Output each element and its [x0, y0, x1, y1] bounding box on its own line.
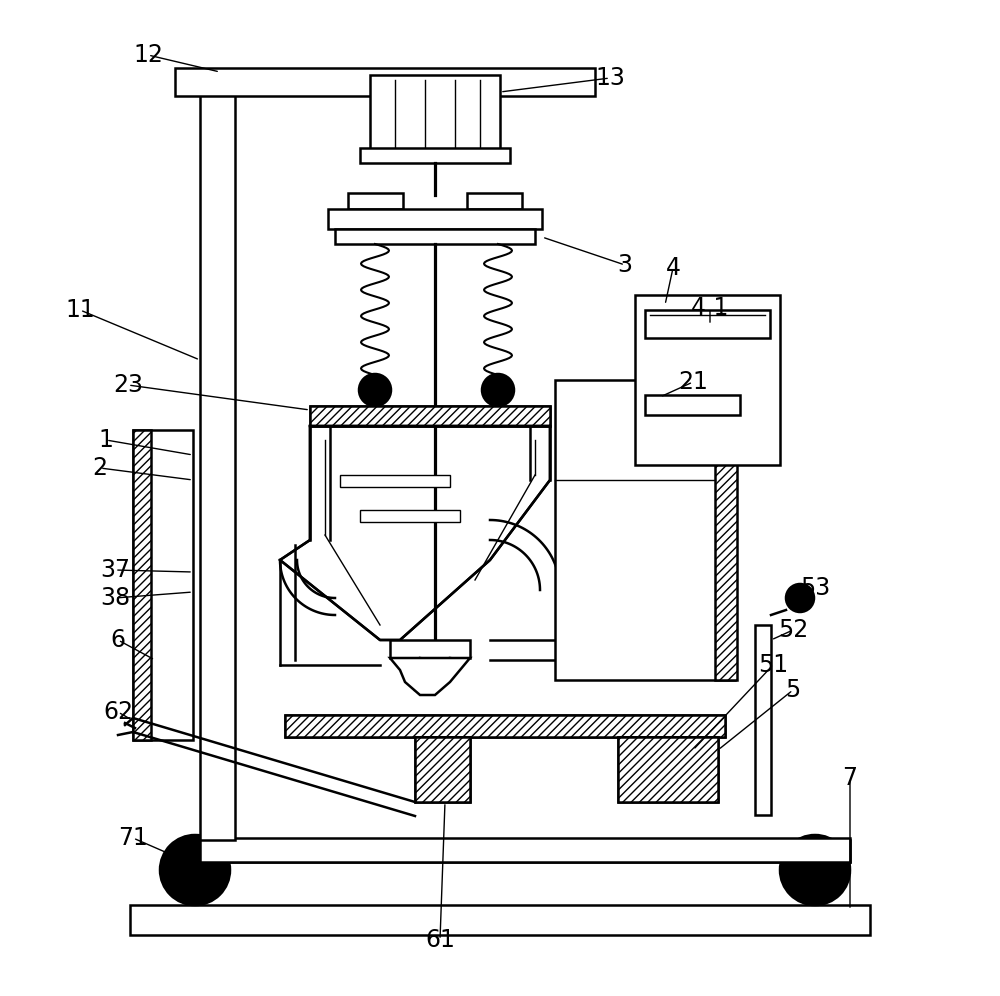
Circle shape: [359, 374, 391, 406]
Bar: [310, 406, 550, 426]
Text: 62: 62: [103, 700, 133, 724]
Bar: [130, 905, 870, 935]
Text: 4: 4: [666, 256, 680, 280]
Text: 51: 51: [758, 653, 788, 677]
Text: 2: 2: [92, 456, 108, 480]
Text: 11: 11: [65, 298, 95, 322]
Bar: [340, 475, 450, 487]
Bar: [328, 209, 542, 229]
Text: 12: 12: [133, 43, 163, 67]
Text: 53: 53: [800, 576, 830, 600]
Bar: [348, 193, 403, 209]
Bar: [200, 840, 850, 862]
Bar: [370, 75, 500, 150]
Bar: [200, 838, 850, 862]
Bar: [415, 737, 470, 802]
Circle shape: [160, 835, 230, 905]
Text: 7: 7: [842, 766, 858, 790]
Text: 4 1: 4 1: [691, 296, 729, 320]
Text: 3: 3: [618, 253, 633, 277]
Bar: [310, 406, 550, 426]
Bar: [285, 715, 725, 737]
Text: 23: 23: [113, 373, 143, 397]
Bar: [618, 737, 718, 802]
Bar: [755, 625, 771, 815]
Circle shape: [786, 584, 814, 612]
Bar: [335, 229, 535, 244]
Bar: [715, 380, 737, 680]
Bar: [133, 430, 151, 740]
Bar: [415, 737, 470, 802]
Bar: [285, 715, 725, 737]
Text: 38: 38: [100, 586, 130, 610]
Bar: [555, 380, 735, 680]
Polygon shape: [280, 426, 550, 640]
Text: 21: 21: [678, 370, 708, 394]
Text: 1: 1: [99, 428, 113, 452]
Polygon shape: [390, 658, 470, 695]
Bar: [360, 148, 510, 163]
Circle shape: [482, 374, 514, 406]
Bar: [175, 68, 595, 96]
Text: 71: 71: [118, 826, 148, 850]
Text: 61: 61: [425, 928, 455, 952]
Text: 6: 6: [110, 628, 126, 652]
Bar: [200, 80, 235, 840]
Bar: [390, 640, 470, 658]
Text: 5: 5: [785, 678, 801, 702]
Text: 13: 13: [595, 66, 625, 90]
Bar: [618, 737, 718, 802]
Text: 52: 52: [778, 618, 808, 642]
Bar: [467, 193, 522, 209]
Bar: [360, 510, 460, 522]
Bar: [645, 395, 740, 415]
Bar: [635, 295, 780, 465]
Bar: [645, 310, 770, 338]
Circle shape: [780, 835, 850, 905]
Bar: [133, 430, 193, 740]
Text: 37: 37: [100, 558, 130, 582]
